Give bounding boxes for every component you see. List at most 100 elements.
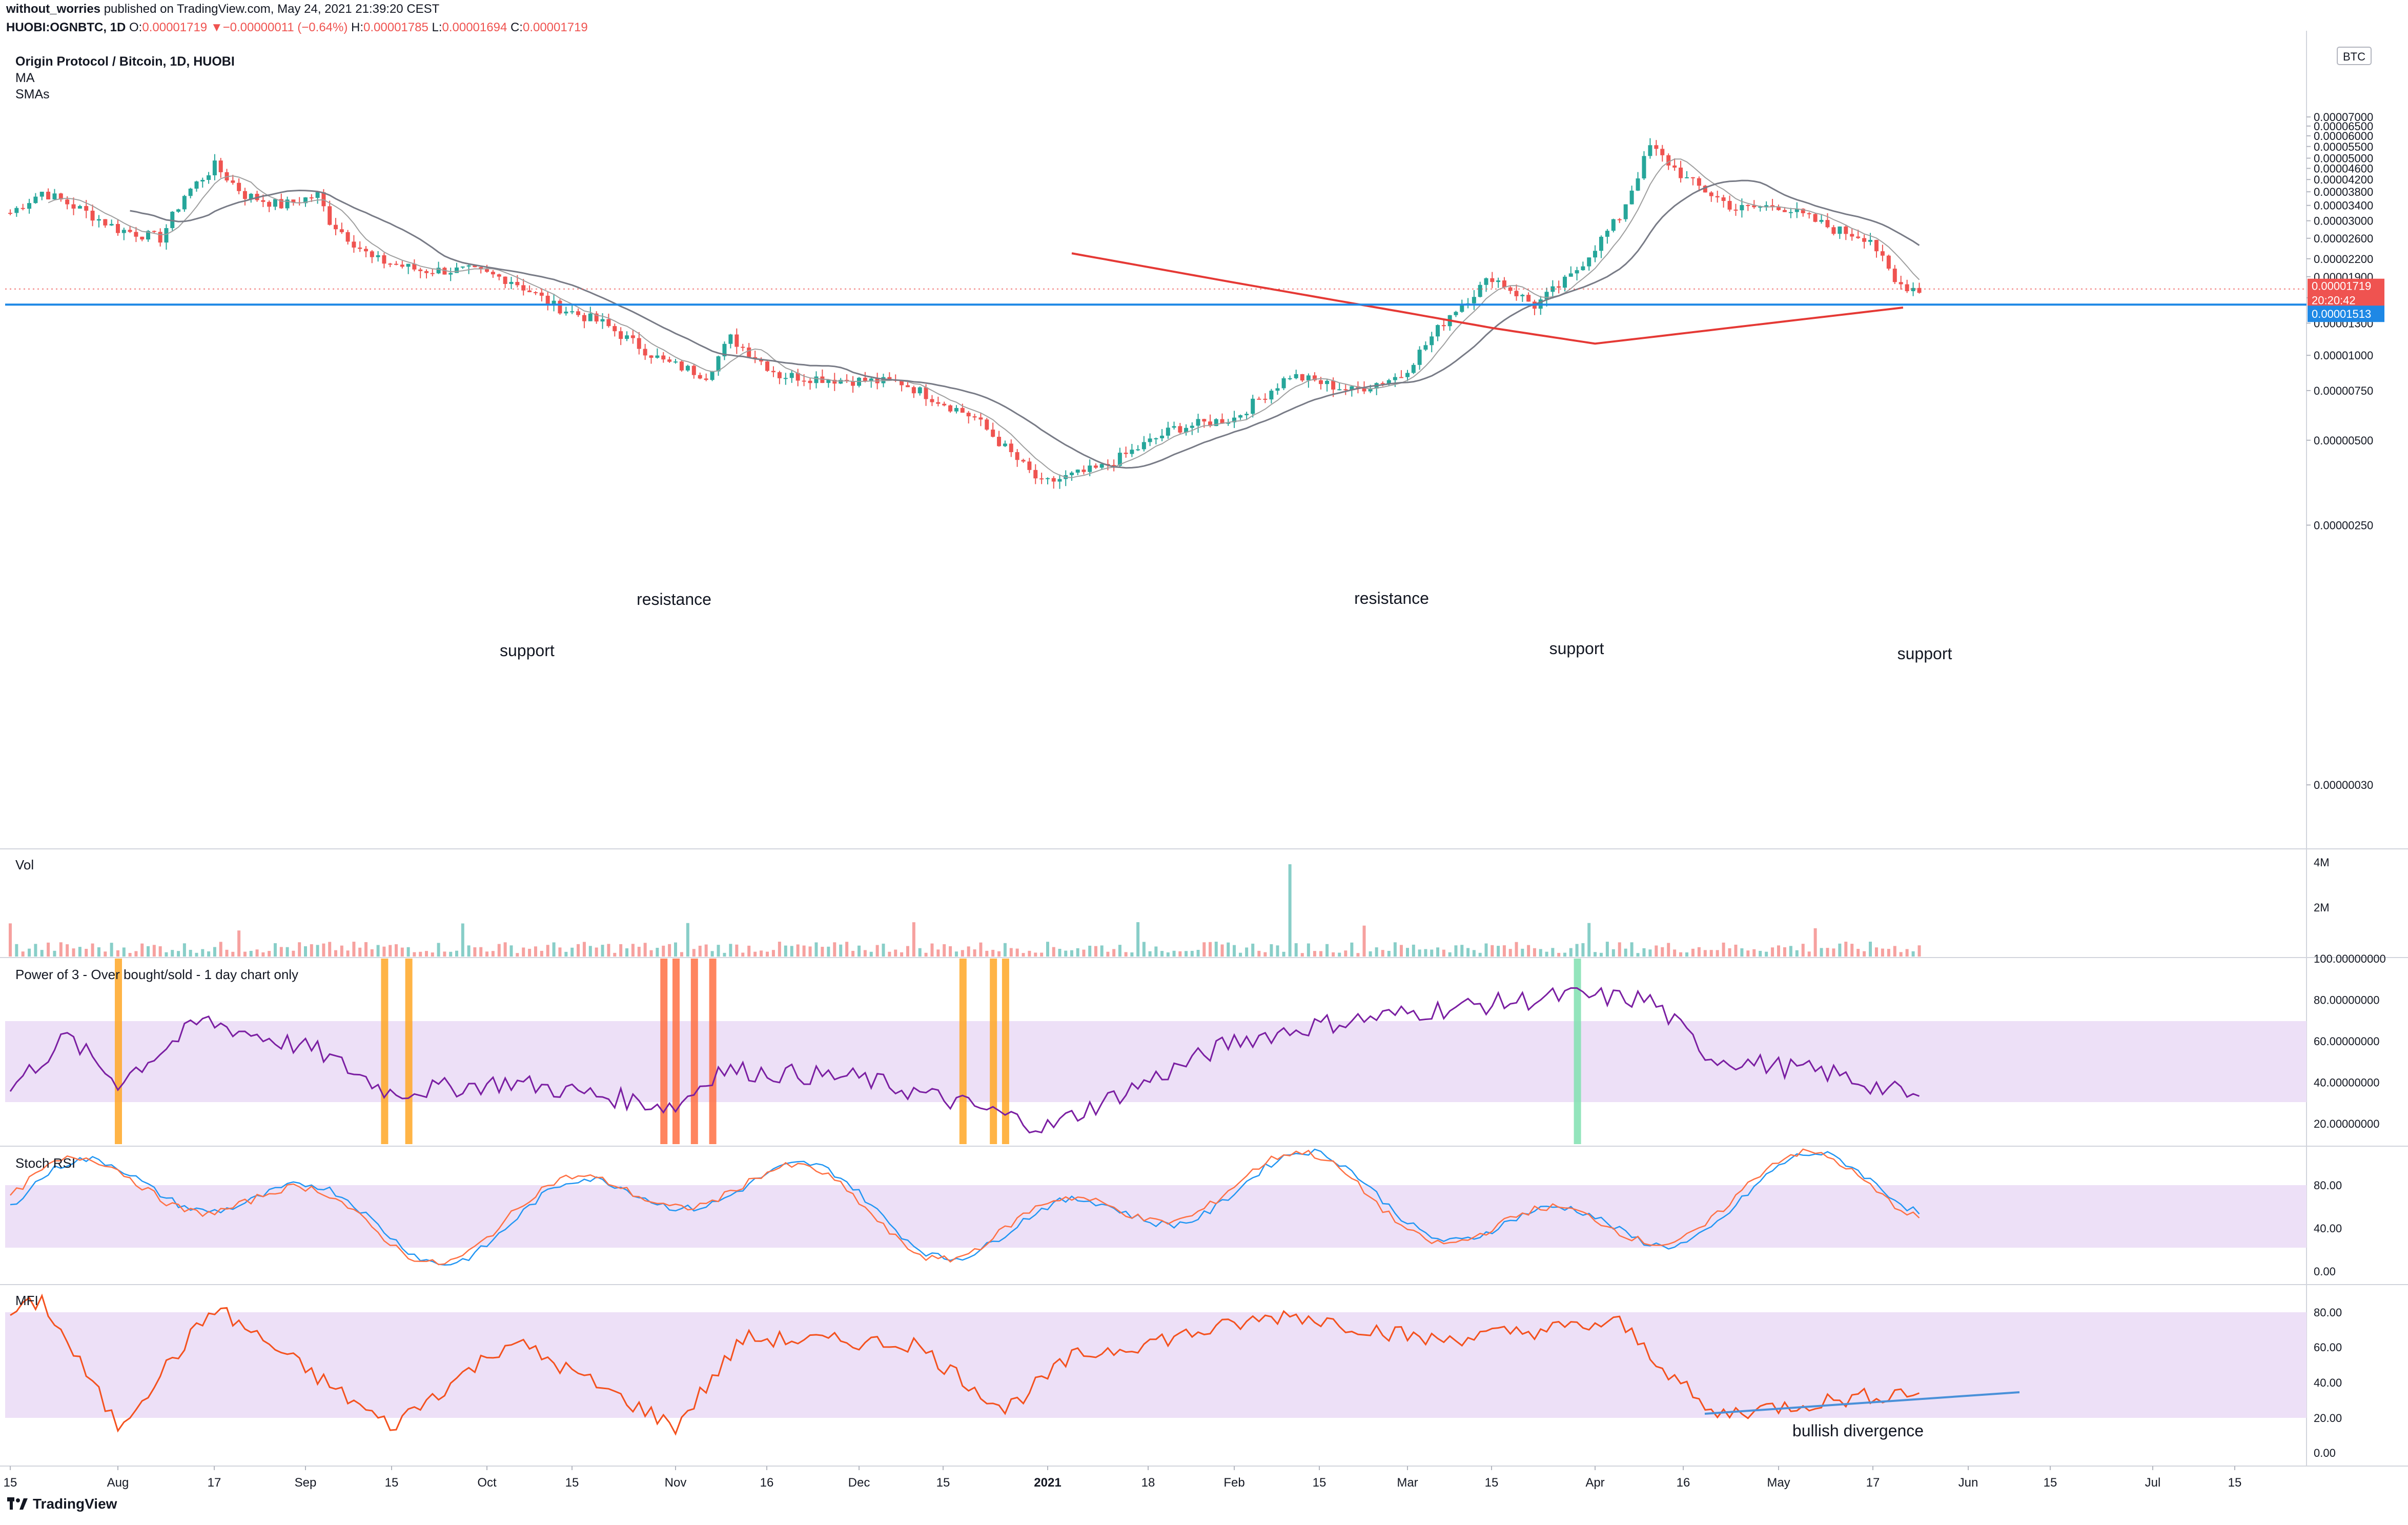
legend-title[interactable]: Origin Protocol / Bitcoin, 1D, HUOBI (15, 54, 235, 69)
candle-body (1605, 231, 1609, 237)
candle-body (479, 267, 483, 270)
volume-bar (1076, 948, 1079, 957)
tradingview-footer[interactable]: TradingView (7, 1496, 117, 1512)
candle-body (200, 179, 205, 181)
candle-body (1844, 226, 1848, 234)
volume-bar (1801, 944, 1805, 957)
candle-body (207, 175, 211, 180)
volume-bar (1673, 949, 1677, 957)
stoch-pane-label[interactable]: Stoch RSI (15, 1155, 76, 1171)
candle-body (1257, 398, 1261, 400)
volume-bar (1130, 952, 1134, 957)
volume-bar (1618, 942, 1621, 957)
volume-bar (1251, 943, 1255, 957)
candle-body (1611, 219, 1616, 231)
candle-body (1758, 207, 1763, 208)
candle-body (1715, 196, 1720, 198)
volume-bar (1759, 950, 1762, 957)
candle-body (789, 373, 794, 378)
countdown-label: 20:20:42 (2312, 294, 2356, 307)
candle-body (370, 251, 374, 257)
volume-bar (9, 923, 12, 957)
volume-bar (1648, 949, 1652, 957)
volume-bar (973, 949, 976, 957)
candle-body (515, 281, 520, 286)
power-signal-bar (690, 959, 698, 1144)
volume-bar (1581, 943, 1585, 957)
volume-bar (1716, 950, 1719, 957)
volume-bar (936, 949, 940, 957)
volume-bar (1406, 948, 1409, 957)
volume-bar (729, 944, 732, 957)
volume-bar (1022, 953, 1025, 957)
vol-pane-label[interactable]: Vol (15, 857, 34, 872)
time-tick-label: 15 (4, 1476, 17, 1490)
volume-bar (839, 944, 843, 957)
author-name[interactable]: without_worries (6, 2, 101, 16)
candle-body (1550, 286, 1555, 292)
volume-bar (97, 947, 100, 957)
volume-bar (546, 945, 549, 957)
candle-body (1733, 209, 1738, 211)
volume-bar (790, 946, 793, 957)
volume-bar (686, 923, 689, 957)
candle-body (1154, 438, 1158, 440)
volume-bar (552, 942, 556, 957)
candle-body (1557, 286, 1561, 288)
candle-body (473, 265, 477, 268)
volume-bar (1709, 950, 1713, 957)
legend-smas[interactable]: SMAs (15, 87, 50, 101)
ma-long-line (1071, 252, 1904, 345)
time-tick-label: Apr (1585, 1476, 1604, 1490)
candle-body (576, 311, 581, 315)
candle-body (1306, 375, 1311, 381)
candle-body (164, 228, 169, 243)
volume-bar (637, 946, 641, 957)
legend-ma[interactable]: MA (15, 71, 35, 85)
symbol-name[interactable]: HUOBI:OGNBTC, 1D (6, 21, 126, 34)
volume-bar (400, 947, 404, 957)
candle-body (237, 182, 241, 191)
volume-bar (268, 951, 271, 957)
candle-body (1526, 295, 1531, 302)
time-tick-label: 15 (385, 1476, 399, 1490)
volume-bar (406, 947, 410, 957)
ohlc-close: 0.00001719 (522, 21, 588, 34)
price-tick-label: 0.00002600 (2314, 232, 2373, 245)
volume-bar (595, 947, 598, 957)
volume-bar (171, 950, 174, 957)
volume-bar (577, 944, 580, 957)
volume-bar (1594, 952, 1597, 957)
volume-bar (1196, 949, 1200, 957)
volume-bar (1233, 945, 1236, 957)
volume-bar (1209, 942, 1212, 957)
mfi-pane-label[interactable]: MFI (15, 1293, 38, 1308)
mfi-tick-label: 60.00 (2314, 1341, 2342, 1354)
candle-body (887, 377, 892, 380)
volume-bar (1350, 942, 1354, 957)
candle-body (1752, 205, 1757, 208)
power-pane-label[interactable]: Power of 3 - Over bought/sold - 1 day ch… (15, 967, 299, 982)
volume-bar (177, 951, 180, 957)
candle-body (716, 356, 721, 372)
volume-bar (1491, 945, 1494, 957)
time-tick-label: Sep (295, 1476, 317, 1490)
candle-body (328, 206, 332, 225)
candle-body (1899, 282, 1903, 284)
power-tick-label: 60.00000000 (2314, 1035, 2379, 1048)
volume-bar (1424, 949, 1427, 957)
candle-body (1496, 280, 1501, 282)
volume-bar (949, 946, 952, 957)
volume-bar (1863, 951, 1866, 957)
volume-bar (1100, 945, 1104, 957)
candle-body (1417, 350, 1422, 365)
volume-bar (1412, 944, 1415, 957)
candle-body (430, 273, 435, 274)
volume-bar (1728, 948, 1731, 957)
volume-bar (1746, 950, 1750, 957)
candle-body (679, 361, 684, 371)
volume-bar (1679, 952, 1683, 957)
candle-body (630, 335, 635, 338)
candle-body (273, 199, 277, 207)
price-tick-label: 0.00005500 (2314, 140, 2373, 153)
